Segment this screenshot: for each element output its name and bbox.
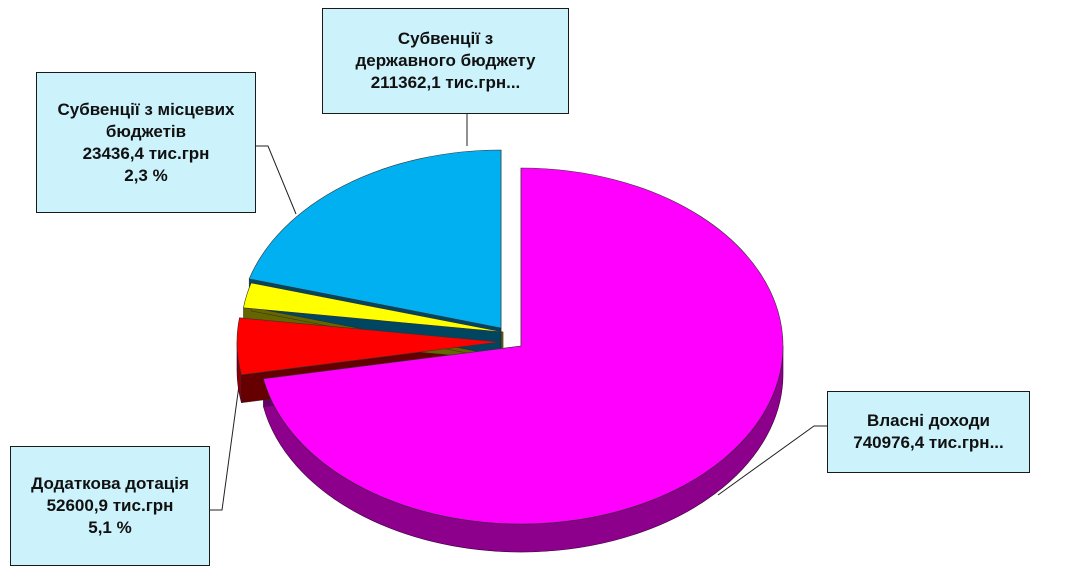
label-line: Власні доходи [867,411,990,430]
label-line: 23436,4 тис.грн [82,143,210,163]
label-line: 211362,1 тис.грн... [370,73,521,92]
label-line: 2,3 % [124,165,168,185]
label-line: Додаткова дотація [31,474,189,493]
leader-lines [210,114,827,511]
label-own-revenues: Власні доходи 740976,4 тис.грн... [827,391,1030,473]
label-line: бюджетів [105,121,187,141]
pie-slices [236,149,784,553]
slice-subventions-local [243,282,504,333]
label-subventions-state-budget: Субвенції з державного бюджету 211362,1 … [322,8,569,114]
label-line: державного бюджету [355,51,536,70]
slice-subventions-state [248,149,502,329]
leader-line-local [256,145,297,215]
label-line: 740976,4 тис.грн... [853,433,1004,452]
slice-additional-subsidy [236,317,500,376]
label-line: Субвенції з місцевих [57,99,235,119]
label-subventions-local-budgets: Субвенції з місцевих бюджетів 23436,4 ти… [36,72,256,213]
label-additional-subsidy: Додаткова дотація 52600,9 тис.грн 5,1 % [10,446,210,566]
label-line: 5,1 % [88,518,132,537]
label-line: Субвенції з [397,29,494,48]
leader-line-own [717,425,827,496]
leader-line-subsidy [210,377,241,511]
slice-own-revenues [263,167,784,525]
label-line: 52600,9 тис.грн [46,496,174,515]
